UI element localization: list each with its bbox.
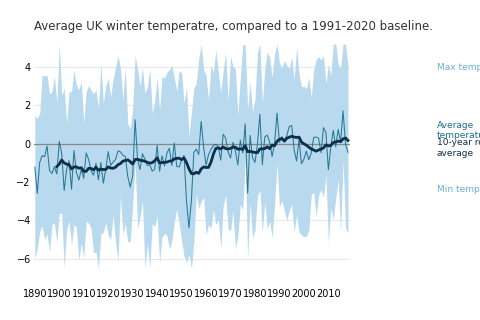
- Text: 10-year rolling
average: 10-year rolling average: [437, 138, 480, 158]
- Text: Max temperature: Max temperature: [437, 63, 480, 72]
- Text: Average
temperature: Average temperature: [437, 121, 480, 140]
- Text: Average UK winter temperatre, compared to a 1991-2020 baseline.: Average UK winter temperatre, compared t…: [34, 20, 432, 33]
- Text: Min temperature: Min temperature: [437, 185, 480, 194]
